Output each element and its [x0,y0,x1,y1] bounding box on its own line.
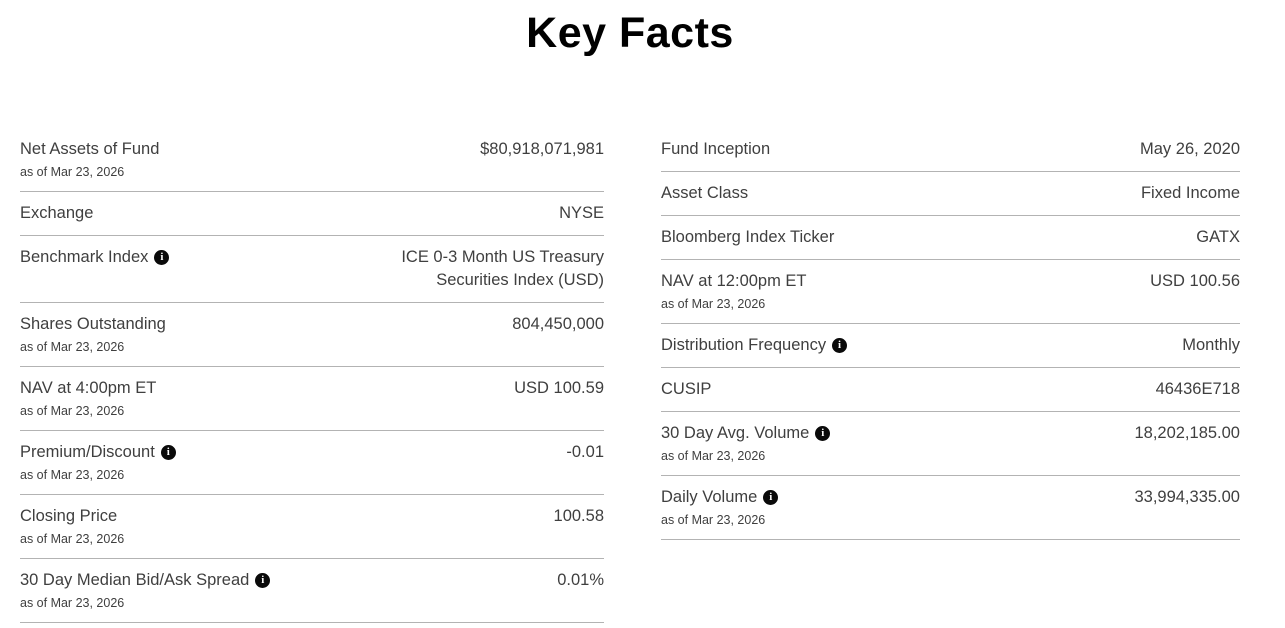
fact-row-asset-class: Asset Class Fixed Income [661,172,1240,216]
fact-label: NAV at 12:00pm ET [661,272,807,290]
fact-value: -0.01 [566,443,604,461]
fact-label: 30 Day Median Bid/Ask Spread [20,571,250,589]
fact-value: $80,918,071,981 [480,140,604,158]
fact-value: Monthly [1182,336,1240,354]
fact-label: Fund Inception [661,140,771,158]
fact-label: Daily Volume [661,488,758,506]
as-of-date: as of Mar 23, 2026 [661,449,766,463]
fact-row-daily-volume: Daily Volume i as of Mar 23, 2026 33,994… [661,476,1240,540]
fact-label: Closing Price [20,507,118,525]
info-icon[interactable]: i [832,338,848,353]
fact-value: GATX [1196,228,1240,246]
info-icon[interactable]: i [160,445,176,460]
fact-row-net-assets: Net Assets of Fund as of Mar 23, 2026 $8… [20,128,604,192]
fact-label: Benchmark Index [20,248,149,266]
fact-value: USD 100.59 [514,379,604,397]
info-icon[interactable]: i [815,426,831,441]
key-facts-right-column: Fund Inception May 26, 2020 Asset Class … [661,128,1240,540]
fact-row-distribution-frequency: Distribution Frequency i Monthly [661,324,1240,368]
as-of-date: as of Mar 23, 2026 [661,513,766,527]
fact-value: 100.58 [553,507,604,525]
fact-row-nav-4pm: NAV at 4:00pm ET as of Mar 23, 2026 USD … [20,367,604,431]
fact-label: Distribution Frequency [661,336,827,354]
fact-row-30day-avg-volume: 30 Day Avg. Volume i as of Mar 23, 2026 … [661,412,1240,476]
as-of-date: as of Mar 23, 2026 [20,165,125,179]
fact-label: Net Assets of Fund [20,140,160,158]
fact-row-nav-12pm: NAV at 12:00pm ET as of Mar 23, 2026 USD… [661,260,1240,324]
fact-label: Exchange [20,204,94,222]
fact-label: NAV at 4:00pm ET [20,379,157,397]
fact-value: USD 100.56 [1150,272,1240,290]
fact-row-benchmark-index: Benchmark Index i ICE 0-3 Month US Treas… [20,236,604,303]
as-of-date: as of Mar 23, 2026 [20,596,125,610]
fact-label: Bloomberg Index Ticker [661,228,835,246]
fact-row-fund-inception: Fund Inception May 26, 2020 [661,128,1240,172]
fact-row-cusip: CUSIP 46436E718 [661,368,1240,412]
fact-label: Premium/Discount [20,443,155,461]
fact-value: 33,994,335.00 [1134,488,1240,506]
fact-label: CUSIP [661,380,712,398]
fact-value: 804,450,000 [512,315,604,333]
fact-row-shares-outstanding: Shares Outstanding as of Mar 23, 2026 80… [20,303,604,367]
fact-label: Asset Class [661,184,749,202]
fact-row-bid-ask-spread: 30 Day Median Bid/Ask Spread i as of Mar… [20,559,604,623]
fact-label: 30 Day Avg. Volume [661,424,810,442]
as-of-date: as of Mar 23, 2026 [661,297,766,311]
fact-row-exchange: Exchange NYSE [20,192,604,236]
info-icon[interactable]: i [154,250,170,265]
as-of-date: as of Mar 23, 2026 [20,532,125,546]
fact-value: 46436E718 [1155,380,1240,398]
fact-value: Fixed Income [1140,184,1240,202]
as-of-date: as of Mar 23, 2026 [20,468,125,482]
info-icon[interactable]: i [255,573,271,588]
as-of-date: as of Mar 23, 2026 [20,340,125,354]
fact-value: 0.01% [557,571,604,589]
fact-value: NYSE [559,204,604,222]
key-facts-left-column: Net Assets of Fund as of Mar 23, 2026 $8… [20,128,604,623]
fact-row-premium-discount: Premium/Discount i as of Mar 23, 2026 -0… [20,431,604,495]
fact-label: Shares Outstanding [20,315,166,333]
key-facts-grid: Net Assets of Fund as of Mar 23, 2026 $8… [20,128,1240,623]
as-of-date: as of Mar 23, 2026 [20,404,125,418]
fact-row-closing-price: Closing Price as of Mar 23, 2026 100.58 [20,495,604,559]
fact-value: 18,202,185.00 [1134,424,1240,442]
page-title: Key Facts [526,9,734,57]
fact-row-bloomberg-ticker: Bloomberg Index Ticker GATX [661,216,1240,260]
info-icon[interactable]: i [763,490,779,505]
fact-value: May 26, 2020 [1140,140,1240,158]
fact-value: ICE 0-3 Month US Treasury Securities Ind… [401,248,604,289]
